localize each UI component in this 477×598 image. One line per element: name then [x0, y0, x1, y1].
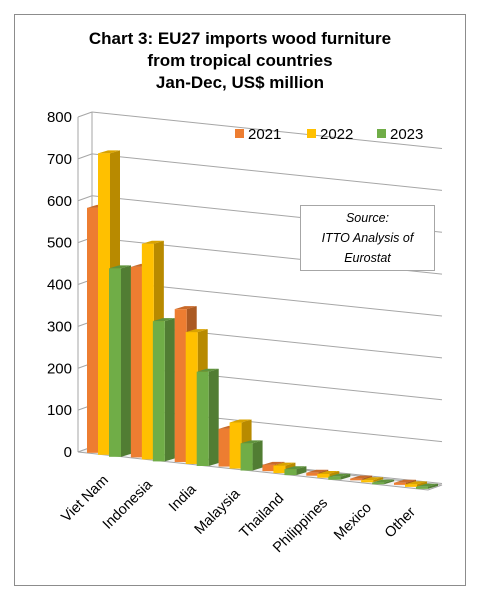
source-line-2: ITTO Analysis of [321, 231, 414, 245]
bar-side [362, 475, 373, 481]
bar-top [350, 475, 373, 479]
bar [328, 476, 341, 480]
bar-top [416, 483, 438, 487]
chart-title-line-3: Jan-Dec, US$ million [155, 73, 325, 92]
legend-swatch [377, 129, 386, 138]
gridline [91, 111, 443, 150]
bar [98, 153, 110, 455]
bar [405, 484, 417, 487]
bar [416, 486, 428, 489]
bar [174, 309, 187, 462]
bar [284, 469, 297, 476]
bar-top [284, 466, 307, 470]
grid-depth-line [77, 153, 93, 160]
x-tick-label: India [166, 481, 200, 515]
y-tick-label: 100 [47, 402, 72, 419]
gridline [91, 153, 443, 191]
x-tick-label: Thailand [237, 491, 288, 542]
bar-top [306, 469, 329, 473]
bar [196, 371, 209, 466]
bar-top [109, 265, 131, 269]
bar [130, 266, 143, 458]
y-tick-label: 300 [47, 318, 72, 335]
y-tick-label: 400 [47, 277, 72, 294]
chart-title-line-1: Chart 3: EU27 imports wood furniture [88, 29, 392, 48]
bar-top [229, 419, 252, 423]
bar-side [252, 440, 263, 471]
bar-top [196, 368, 219, 372]
bar [317, 473, 330, 478]
grid-depth-line [77, 111, 93, 118]
legend-label: 2022 [320, 126, 353, 143]
bar-top [141, 240, 164, 244]
source-note: Source: ITTO Analysis of Eurostat [300, 205, 435, 271]
bar [229, 422, 242, 469]
bar-top [405, 481, 427, 485]
y-tick-label: 800 [47, 109, 72, 126]
bar-top [273, 462, 296, 466]
bar-top [361, 477, 384, 481]
legend-swatch [307, 129, 316, 138]
bar-top [240, 440, 263, 444]
bar [262, 464, 275, 472]
bar [185, 332, 198, 464]
bar-side [164, 318, 175, 462]
bar [394, 482, 406, 485]
bar [218, 428, 231, 467]
bar-top [394, 479, 416, 483]
bar [87, 207, 99, 453]
bar-side [340, 473, 351, 480]
bar-side [296, 466, 307, 476]
legend-swatch [235, 129, 244, 138]
bar-top [328, 473, 351, 477]
chart-title-line-2: from tropical countries [147, 51, 333, 70]
bar-side [384, 479, 395, 485]
grid-depth-line [77, 195, 93, 202]
bar-side [373, 477, 384, 483]
y-tick-label: 500 [47, 235, 72, 252]
y-tick-label: 200 [47, 360, 72, 377]
source-line-3: Eurostat [344, 251, 391, 265]
bar [350, 478, 363, 481]
bar [273, 465, 286, 474]
source-line-1: Source: [345, 211, 390, 225]
bar [361, 480, 374, 483]
bar [372, 482, 385, 485]
bar-top [262, 461, 285, 465]
bar-top [98, 150, 120, 154]
bar-top [185, 329, 208, 333]
bar [306, 472, 319, 476]
bar-top [174, 306, 197, 310]
bar-top [317, 470, 340, 474]
x-tick-label: Other [382, 504, 419, 541]
bar-side [428, 483, 438, 489]
bar [152, 321, 165, 462]
bar [141, 243, 154, 460]
bar-side [208, 368, 219, 466]
bar [240, 443, 253, 471]
y-tick-label: 700 [47, 151, 72, 168]
bar-top [372, 479, 395, 483]
legend-label: 2021 [248, 126, 281, 143]
y-tick-label: 0 [64, 444, 72, 461]
x-tick-label: Mexico [331, 500, 375, 544]
bar-side [417, 481, 427, 487]
legend-label: 2023 [390, 126, 423, 143]
bar-top [152, 318, 175, 322]
y-tick-label: 600 [47, 193, 72, 210]
bar-side [121, 265, 131, 457]
bar [109, 268, 121, 457]
